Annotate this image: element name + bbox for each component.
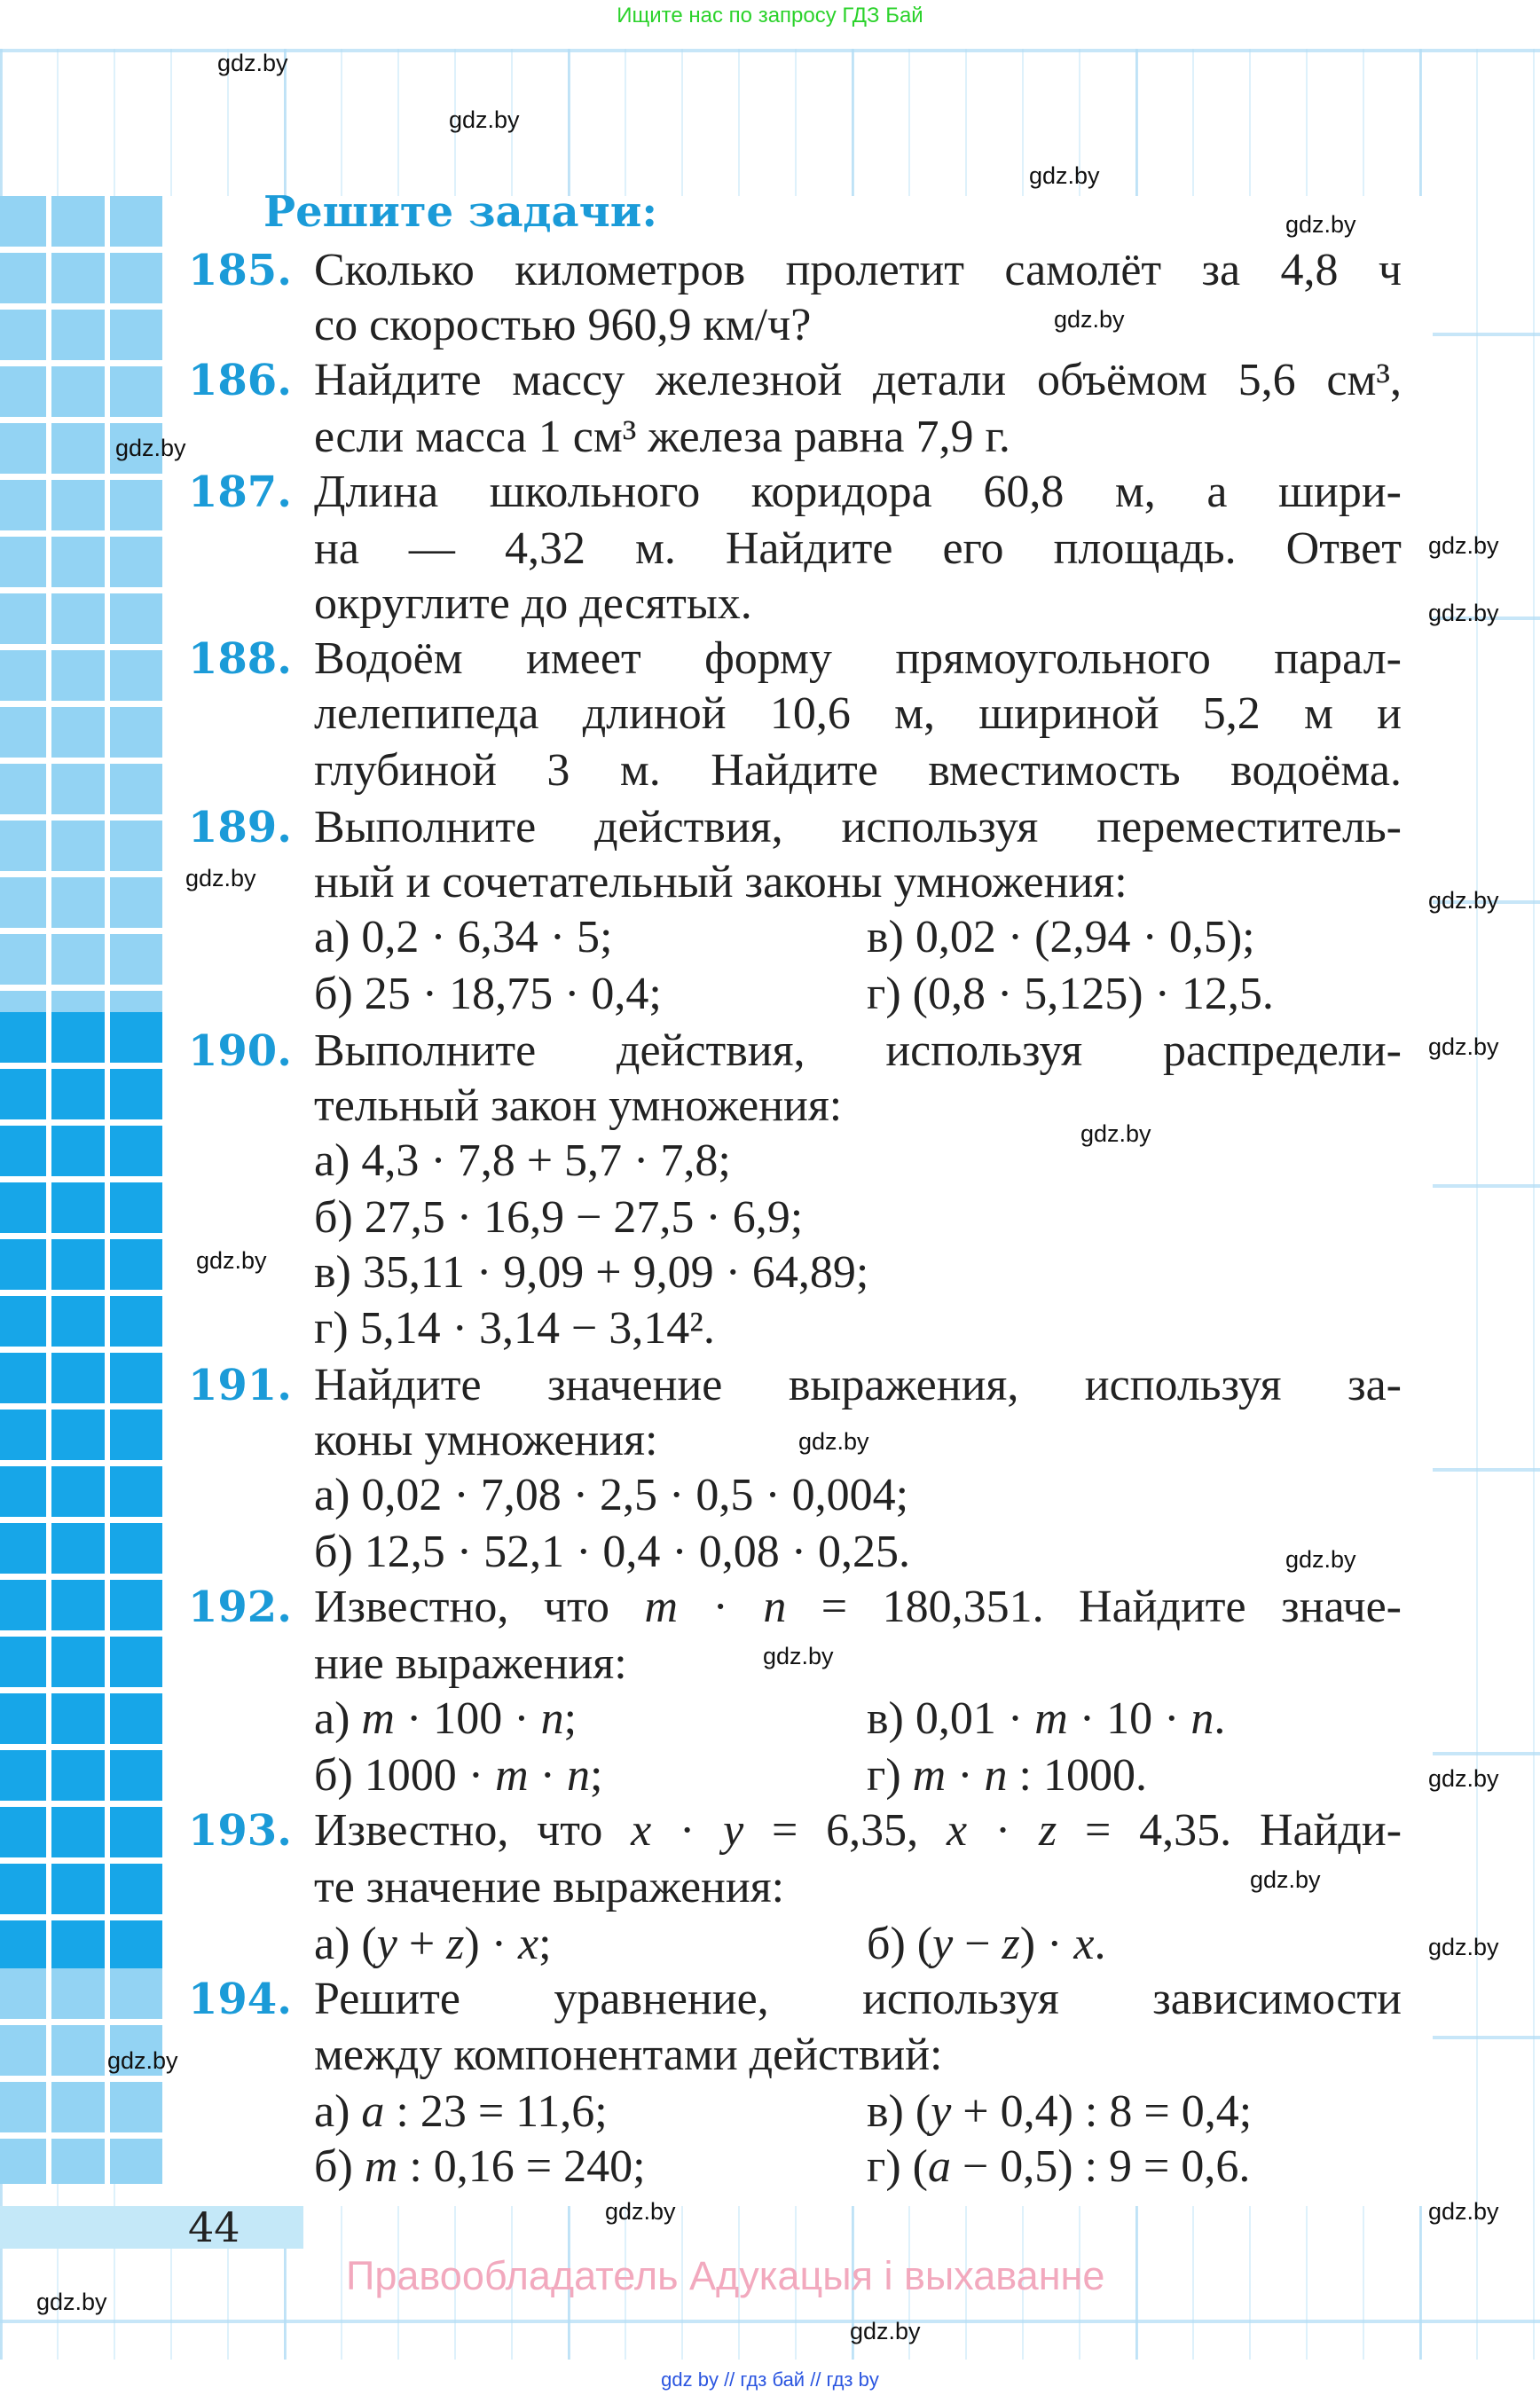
problem-text: Выполните действия, используя переместит… — [314, 802, 1402, 852]
watermark: gdz.by — [1080, 1120, 1151, 1147]
side-decoration-bottom — [0, 1968, 162, 2184]
section-heading: Решите задачи: — [263, 187, 658, 237]
problem-item: в) 35,11 · 9,09 + 9,09 · 64,89; — [314, 1247, 869, 1298]
problem-text: Известно, что x · y = 6,35, x · z = 4,35… — [314, 1805, 1402, 1856]
problem-text: Найдите значение выражения, используя за… — [314, 1360, 1402, 1410]
problem-text: тельный закон умножения: — [314, 1080, 843, 1131]
problem-text: ние выражения: — [314, 1638, 627, 1689]
watermark: gdz.by — [217, 50, 288, 76]
problem-text: коны умножения: — [314, 1415, 658, 1465]
watermark: gdz.by — [1428, 1934, 1499, 1960]
problem-text: Сколько километров пролетит самолёт за 4… — [314, 245, 1402, 295]
problem-item: а) (y + z) · x; — [314, 1919, 552, 1969]
problem-item: а) 0,02 · 7,08 · 2,5 · 0,5 · 0,004; — [314, 1470, 909, 1520]
watermark: gdz.by — [36, 2289, 107, 2315]
top-banner[interactable]: Ищите нас по запросу ГДЗ Бай — [617, 4, 923, 27]
problem-item: г) (a − 0,5) : 9 = 0,6. — [867, 2141, 1251, 2192]
problem-item: а) 0,2 · 6,34 · 5; — [314, 912, 613, 962]
watermark: gdz.by — [1428, 2198, 1499, 2225]
problem-item: в) (y + 0,4) : 8 = 0,4; — [867, 2086, 1253, 2137]
problem-item: б) (y − z) · x. — [867, 1919, 1106, 1969]
problem-number: 186. — [188, 356, 292, 405]
problem-text: ный и сочетательный законы умножения: — [314, 857, 1128, 907]
problem-text: Известно, что m · n = 180,351. Найдите з… — [314, 1582, 1402, 1632]
problem-text: Найдите массу железной детали объёмом 5,… — [314, 355, 1402, 405]
problem-item: в) 0,02 · (2,94 · 0,5); — [867, 912, 1255, 962]
watermark: gdz.by — [1054, 306, 1125, 333]
problem-number: 185. — [188, 246, 292, 295]
problem-item: г) 5,14 · 3,14 − 3,14². — [314, 1303, 715, 1354]
side-decoration-middle — [0, 1012, 162, 1968]
watermark: gdz.by — [1428, 532, 1499, 559]
content-panel — [162, 196, 1433, 2206]
problem-item: б) 1000 · m · n; — [314, 1750, 603, 1801]
problem-item: б) 27,5 · 16,9 − 27,5 · 6,9; — [314, 1192, 804, 1243]
page-number-box — [0, 2206, 303, 2249]
watermark: gdz.by — [1428, 1033, 1499, 1060]
problem-text: глубиной 3 м. Найдите вместимость водоём… — [314, 745, 1402, 796]
problem-text: на — 4,32 м. Найдите его площадь. Ответ — [314, 523, 1402, 574]
watermark: gdz.by — [605, 2198, 676, 2225]
problem-item: б) 12,5 · 52,1 · 0,4 · 0,08 · 0,25. — [314, 1527, 911, 1577]
problem-number: 192. — [188, 1582, 292, 1632]
problem-item: г) m · n : 1000. — [867, 1750, 1147, 1801]
problem-number: 188. — [188, 634, 292, 684]
watermark: gdz.by — [1428, 600, 1499, 626]
page-number: 44 — [188, 2203, 240, 2251]
problem-item: б) m : 0,16 = 240; — [314, 2141, 646, 2192]
problem-number: 187. — [188, 467, 292, 517]
watermark: gdz.by — [196, 1247, 267, 1274]
watermark: gdz.by — [1428, 1765, 1499, 1792]
problem-text: Водоём имеет форму прямоугольного парал- — [314, 633, 1402, 684]
watermark: gdz.by — [115, 435, 186, 461]
watermark: gdz.by — [1250, 1866, 1321, 1893]
problem-text: со скоростью 960,9 км/ч? — [314, 300, 812, 350]
watermark: gdz.by — [185, 865, 256, 891]
problem-item: в) 0,01 · m · 10 · n. — [867, 1693, 1226, 1744]
problem-text: Длина школьного коридора 60,8 м, а шири- — [314, 467, 1402, 517]
problem-item: г) (0,8 · 5,125) · 12,5. — [867, 969, 1274, 1019]
problem-text: лелепипеда длиной 10,6 м, шириной 5,2 м … — [314, 688, 1402, 739]
watermark: gdz.by — [763, 1643, 834, 1669]
problem-text: те значение выражения: — [314, 1862, 785, 1912]
watermark: gdz.by — [850, 2318, 921, 2344]
watermark: gdz.by — [1285, 1546, 1356, 1573]
watermark: gdz.by — [107, 2047, 178, 2074]
watermark: gdz.by — [1428, 887, 1499, 914]
problem-item: а) m · 100 · n; — [314, 1693, 578, 1744]
problem-item: а) a : 23 = 11,6; — [314, 2086, 608, 2137]
problem-text: Решите уравнение, используя зависимости — [314, 1974, 1402, 2024]
problem-number: 190. — [188, 1026, 292, 1076]
problem-item: б) 25 · 18,75 · 0,4; — [314, 969, 662, 1019]
problem-number: 189. — [188, 803, 292, 852]
problem-item: а) 4,3 · 7,8 + 5,7 · 7,8; — [314, 1135, 731, 1186]
problem-text: Выполните действия, используя распредели… — [314, 1025, 1402, 1076]
problem-number: 193. — [188, 1806, 292, 1856]
problem-text: округлите до десятых. — [314, 578, 752, 629]
watermark: gdz.by — [798, 1428, 869, 1455]
watermark: gdz.by — [449, 106, 520, 133]
footer-links[interactable]: gdz by // гдз бай // гдз by — [661, 2368, 879, 2391]
problem-text: если масса 1 см³ железа равна 7,9 г. — [314, 412, 1010, 462]
side-decoration-top — [0, 196, 162, 1012]
watermark: gdz.by — [1285, 211, 1356, 238]
copyright-notice: Правообладатель Адукацыя і выхаванне — [346, 2253, 1105, 2298]
watermark: gdz.by — [1029, 162, 1100, 189]
problem-number: 191. — [188, 1361, 292, 1410]
problem-number: 194. — [188, 1975, 292, 2024]
problem-text: между компонентами действий: — [314, 2030, 943, 2080]
